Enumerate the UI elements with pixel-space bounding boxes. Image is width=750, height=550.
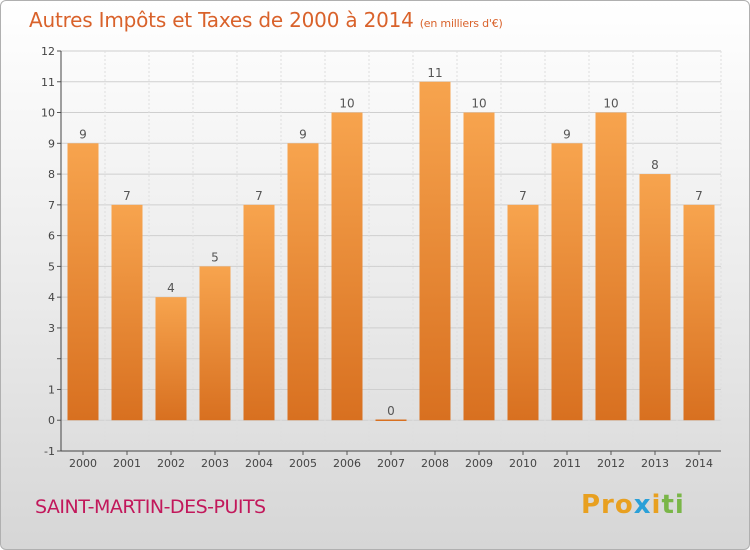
bar xyxy=(331,112,363,421)
y-tick-label: 12 xyxy=(41,45,55,58)
bar xyxy=(419,81,451,421)
data-label: 0 xyxy=(387,404,395,418)
data-label: 11 xyxy=(427,66,442,80)
y-tick-label: 6 xyxy=(48,230,55,243)
data-label: 7 xyxy=(519,189,527,203)
bar xyxy=(683,204,715,421)
y-tick-label: 5 xyxy=(48,260,55,273)
x-tick-label: 2014 xyxy=(685,457,713,470)
bar xyxy=(463,112,495,421)
proxiti-logo: Proxiti xyxy=(581,490,685,520)
y-tick-label: 11 xyxy=(41,76,55,89)
y-tick-label: -1 xyxy=(44,445,55,458)
x-tick-label: 2006 xyxy=(333,457,361,470)
data-label: 10 xyxy=(603,97,618,111)
chart-title: Autres Impôts et Taxes de 2000 à 2014 (en… xyxy=(29,8,503,32)
bar xyxy=(111,204,143,421)
x-tick-label: 2012 xyxy=(597,457,625,470)
x-tick-label: 2008 xyxy=(421,457,449,470)
commune-name: SAINT-MARTIN-DES-PUITS xyxy=(35,496,266,518)
data-label: 10 xyxy=(339,97,354,111)
bar xyxy=(67,143,99,421)
bars xyxy=(67,81,715,421)
bar xyxy=(551,143,583,421)
data-labels: 9 7 4 5 7 9 10 0 11 10 7 9 10 8 7 xyxy=(79,66,703,418)
logo-part: Pro xyxy=(581,490,634,520)
axes xyxy=(57,50,721,455)
data-label: 9 xyxy=(299,127,307,141)
y-tick-label: 7 xyxy=(48,199,55,212)
bar xyxy=(639,174,671,421)
x-tick-label: 2003 xyxy=(201,457,229,470)
chart-unit: (en milliers d'€) xyxy=(419,17,503,30)
x-tick-label: 2011 xyxy=(553,457,581,470)
y-tick-label: 10 xyxy=(41,107,55,120)
logo-part: ti xyxy=(661,490,685,520)
x-tick-label: 2005 xyxy=(289,457,317,470)
data-label: 7 xyxy=(123,189,131,203)
data-label: 9 xyxy=(79,127,87,141)
y-tick-label: 4 xyxy=(48,291,55,304)
y-tick-label: 0 xyxy=(48,414,55,427)
data-label: 10 xyxy=(471,97,486,111)
y-tick-label: 3 xyxy=(48,322,55,335)
y-tick-label: 8 xyxy=(48,168,55,181)
bar xyxy=(595,112,627,421)
data-label: 9 xyxy=(563,127,571,141)
y-tick-label: 9 xyxy=(48,137,55,150)
bar xyxy=(287,143,319,421)
data-label: 8 xyxy=(651,158,659,172)
bar xyxy=(507,204,539,421)
bar xyxy=(199,266,231,421)
x-tick-label: 2004 xyxy=(245,457,273,470)
data-label: 7 xyxy=(695,189,703,203)
y-tick-label: 1 xyxy=(48,383,55,396)
data-label: 7 xyxy=(255,189,263,203)
bar xyxy=(243,204,275,421)
x-tick-label: 2001 xyxy=(113,457,141,470)
x-tick-label: 2007 xyxy=(377,457,405,470)
x-tick-label: 2002 xyxy=(157,457,185,470)
chart-title-text: Autres Impôts et Taxes de 2000 à 2014 xyxy=(29,8,414,32)
tick-labels: -1 0 1 3 4 5 6 7 8 9 10 11 12 2000 2001 2002 2003 2004 200… xyxy=(41,45,713,470)
logo-part: i xyxy=(651,490,662,520)
x-tick-label: 2009 xyxy=(465,457,493,470)
data-label: 5 xyxy=(211,250,219,264)
x-tick-label: 2010 xyxy=(509,457,537,470)
bar xyxy=(155,297,187,421)
x-tick-label: 2000 xyxy=(69,457,97,470)
data-label: 4 xyxy=(167,281,175,295)
x-tick-label: 2013 xyxy=(641,457,669,470)
logo-part: x xyxy=(633,490,652,520)
